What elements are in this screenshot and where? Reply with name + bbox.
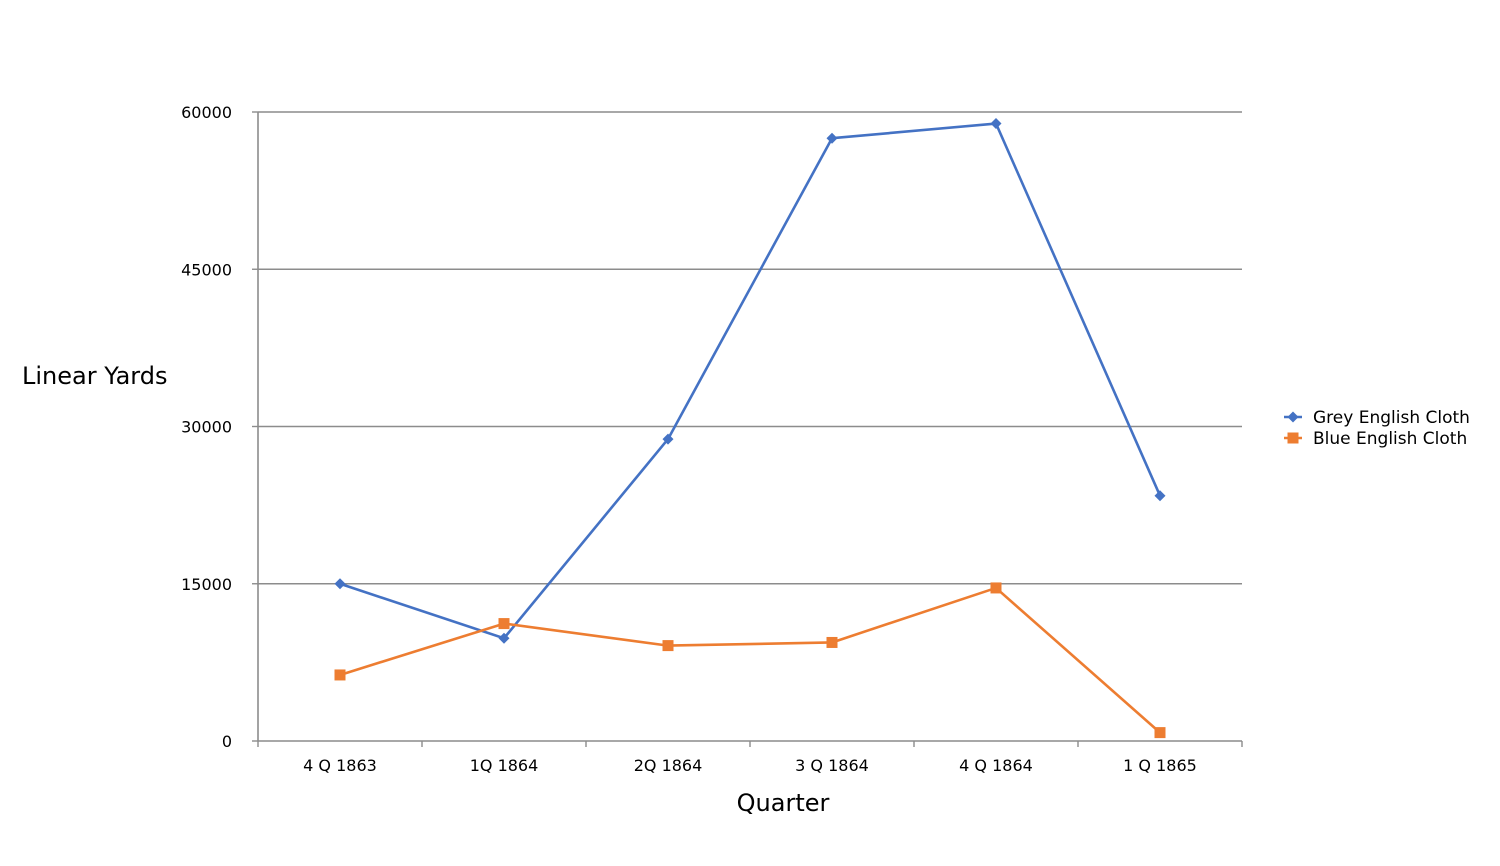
y-tick-label: 30000 [181,418,232,437]
data-point [662,433,674,445]
series-group [334,118,1166,739]
data-point [662,640,674,652]
y-tick-label: 45000 [181,260,232,279]
data-point [990,582,1002,594]
series-line [339,586,1161,734]
x-tick-label: 1Q 1864 [470,756,539,775]
series-line [339,122,1162,640]
x-tick-label: 1 Q 1865 [1123,756,1197,775]
y-tick-label: 60000 [181,103,232,122]
y-tick-labels: 0 15000 30000 45000 60000 [181,103,232,751]
data-point [1154,490,1166,502]
x-tick-labels: 4 Q 1863 1Q 1864 2Q 1864 3 Q 1864 4 Q 1864 1 … [303,756,1197,775]
legend-item: Grey English Cloth [1284,408,1470,428]
series-1 [334,118,1166,644]
x-tick-label: 4 Q 1864 [959,756,1033,775]
y-tick-label: 0 [222,732,232,751]
y-axis-title: Linear Yards [22,362,167,390]
grid-lines [258,111,1242,585]
data-point [990,118,1002,130]
data-point [334,669,346,681]
data-point [826,636,838,648]
x-tick-label: 2Q 1864 [634,756,703,775]
data-point [826,132,838,144]
legend-item: Blue English Cloth [1284,429,1467,449]
axes [252,111,1243,747]
x-axis-title: Quarter [737,789,830,817]
legend-label: Blue English Cloth [1313,429,1467,449]
data-point [498,632,510,644]
legend-marker [1287,432,1299,444]
series-2 [334,582,1166,739]
y-tick-label: 15000 [181,575,232,594]
x-tick-label: 4 Q 1863 [303,756,377,775]
legend-marker [1287,411,1299,423]
x-tick-label: 3 Q 1864 [795,756,869,775]
data-point [498,618,510,630]
data-point [334,578,346,590]
legend-label: Grey English Cloth [1313,408,1470,428]
data-point [1154,727,1166,739]
